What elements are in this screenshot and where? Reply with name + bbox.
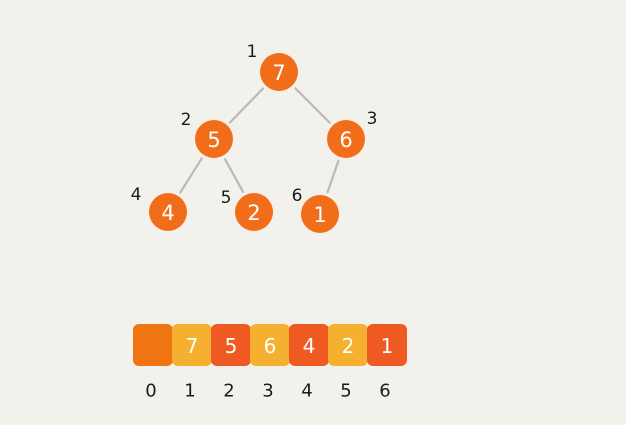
array-cell-box <box>250 324 290 366</box>
array-cell-box <box>289 324 329 366</box>
tree-edge-2-4 <box>179 157 203 194</box>
array-cell-box <box>211 324 251 366</box>
array-cell-box <box>328 324 368 366</box>
array-cell-1: 71 <box>172 324 212 402</box>
array-cell-box <box>367 324 407 366</box>
tree-node-value: 2 <box>247 201 260 225</box>
array-cell-value: 2 <box>342 334 355 358</box>
tree-edge-2-5 <box>223 158 245 193</box>
tree-node-circle <box>301 195 339 233</box>
array-cell-0: 0 <box>133 324 173 402</box>
array-cell-box <box>172 324 212 366</box>
tree-node-index-label: 2 <box>181 110 192 130</box>
tree-node-index-label: 6 <box>292 186 303 206</box>
array-cell-4: 44 <box>289 324 329 402</box>
array-cell-3: 63 <box>250 324 290 402</box>
array-cell-value: 1 <box>381 334 394 358</box>
tree-node-value: 5 <box>207 128 220 152</box>
tree-node-value: 6 <box>339 128 352 152</box>
tree-node-circle <box>149 193 187 231</box>
tree-node-5: 25 <box>221 188 273 231</box>
tree-node-circle <box>327 120 365 158</box>
tree-node-1: 71 <box>247 42 298 91</box>
array-index-label: 6 <box>379 381 390 402</box>
tree-edges <box>179 87 340 194</box>
tree-node-circle <box>195 120 233 158</box>
tree-node-index-label: 5 <box>221 188 232 208</box>
tree-node-value: 1 <box>313 203 326 227</box>
tree-node-index-label: 3 <box>367 109 378 129</box>
array-index-label: 2 <box>223 381 234 402</box>
tree-edge-1-2 <box>228 87 265 124</box>
tree-node-4: 44 <box>131 185 187 231</box>
array-cell-6: 16 <box>367 324 407 402</box>
array-cell-value: 4 <box>303 334 316 358</box>
array-index-label: 5 <box>340 381 351 402</box>
array-cell-5: 25 <box>328 324 368 402</box>
array-cell-value: 5 <box>225 334 238 358</box>
array-index-label: 3 <box>262 381 273 402</box>
tree-node-2: 52 <box>181 110 233 158</box>
array-cell-value: 6 <box>264 334 277 358</box>
tree-node-circle <box>235 193 273 231</box>
tree-node-3: 63 <box>327 109 377 158</box>
tree-node-index-label: 1 <box>247 42 258 62</box>
tree-node-circle <box>260 53 298 91</box>
tree-edge-1-3 <box>294 87 331 124</box>
array-cell-2: 52 <box>211 324 251 402</box>
array-cell-box <box>133 324 173 366</box>
array-index-label: 1 <box>184 381 195 402</box>
tree-node-6: 16 <box>292 186 339 233</box>
tree-node-value: 4 <box>161 201 174 225</box>
tree-node-index-label: 4 <box>131 185 142 205</box>
array-index-label: 0 <box>145 381 156 402</box>
tree-node-value: 7 <box>272 61 285 85</box>
array-cell-value: 7 <box>186 334 199 358</box>
tree-edge-3-6 <box>326 159 340 194</box>
array-index-label: 4 <box>301 381 312 402</box>
